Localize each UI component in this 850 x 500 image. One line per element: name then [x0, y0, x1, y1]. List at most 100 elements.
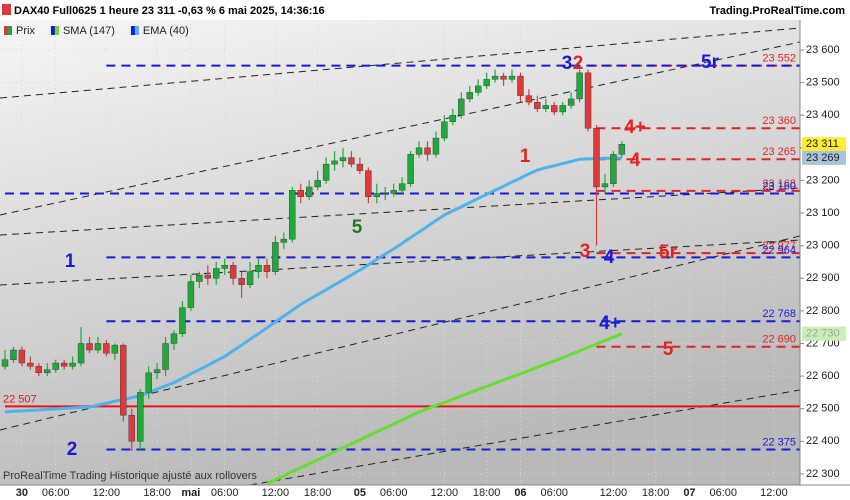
- annotation: 4+: [599, 313, 621, 334]
- candle-body: [60, 362, 68, 367]
- ma-line: [4, 156, 622, 414]
- candle-body: [525, 95, 533, 103]
- annotation: 5: [663, 339, 674, 360]
- plot-area: [0, 20, 800, 485]
- candle-body: [508, 75, 516, 80]
- trend-line: [249, 389, 800, 485]
- candle-body: [153, 369, 161, 374]
- candle-body: [314, 180, 321, 188]
- level-label: 22 768: [762, 308, 796, 320]
- candle-body: [289, 190, 296, 240]
- annotation: 4: [630, 150, 641, 171]
- candle-body: [551, 105, 558, 113]
- x-tick-label: 18:00: [143, 487, 171, 499]
- header-icon: [2, 4, 11, 15]
- legend-label: EMA (40): [143, 25, 189, 37]
- legend-label: SMA (147): [63, 25, 115, 37]
- x-tick-label: 06:00: [380, 487, 408, 499]
- candle-body: [44, 369, 51, 374]
- candle-body: [382, 193, 389, 195]
- candle-body: [331, 160, 338, 165]
- candle-body: [618, 144, 626, 155]
- trend-line: [0, 187, 800, 236]
- y-tick-label: 22 400: [806, 435, 840, 447]
- x-tick-label: 06:00: [540, 487, 568, 499]
- level-label: 22 507: [3, 393, 37, 405]
- x-tick-label: 07: [683, 487, 695, 499]
- x-tick-label: 12:00: [600, 487, 628, 499]
- level-label: 23 160: [762, 180, 796, 192]
- candle-body: [136, 392, 144, 442]
- x-tick-label: 05: [354, 487, 366, 499]
- x-tick-label: 12:00: [262, 487, 290, 499]
- candle-body: [356, 163, 364, 171]
- x-tick-label: 12:00: [760, 487, 788, 499]
- candle-body: [390, 190, 397, 194]
- header-site: Trading.ProRealTime.com: [709, 5, 845, 17]
- candle-body: [449, 115, 457, 122]
- ma-line: [266, 332, 623, 485]
- price-tag: [802, 150, 846, 165]
- header-title: DAX40 Full0625 1 heure 23 311 -0,63 % 6 …: [14, 5, 325, 17]
- candle-body: [246, 271, 254, 285]
- candle-body: [120, 344, 127, 416]
- trend-line: [0, 27, 800, 99]
- candle-body: [1, 359, 9, 367]
- candle-body: [86, 343, 93, 351]
- candle-body: [441, 121, 448, 139]
- level-label: 22 375: [762, 436, 796, 448]
- candle-body: [77, 343, 85, 364]
- candle-body: [601, 183, 609, 188]
- candle-body: [407, 154, 414, 184]
- y-tick-label: 23 200: [806, 174, 840, 186]
- candle-body: [103, 343, 110, 354]
- candle-body: [432, 137, 440, 155]
- candle-body: [196, 274, 203, 282]
- y-tick-label: 22 600: [806, 370, 840, 382]
- x-tick-label: 18:00: [473, 487, 501, 499]
- candle-body: [576, 72, 583, 100]
- candle-body: [517, 75, 524, 96]
- candle-body: [567, 98, 575, 106]
- axis-area: [800, 20, 850, 485]
- candle-body: [306, 186, 313, 197]
- candle-body: [610, 154, 617, 184]
- trend-line: [0, 41, 800, 216]
- candle-body: [365, 170, 372, 197]
- legend-label: Prix: [16, 25, 35, 37]
- candle-body: [221, 265, 228, 269]
- candle-body: [415, 147, 423, 155]
- x-tick-label: 06:00: [709, 487, 737, 499]
- annotation: 1: [520, 146, 531, 167]
- candle-body: [213, 268, 220, 279]
- y-tick-label: 23 500: [806, 77, 840, 89]
- level-label: 22 964: [762, 244, 796, 256]
- x-tick-label: 18:00: [304, 487, 332, 499]
- level-label: 23 552: [762, 53, 796, 65]
- plot: [0, 20, 800, 485]
- candle-body: [339, 157, 347, 162]
- trend-line: [0, 239, 800, 286]
- x-tick-label: 12:00: [431, 487, 459, 499]
- candle-body: [229, 265, 237, 279]
- annotation: 5: [352, 217, 363, 238]
- annotation: 4+: [624, 117, 646, 138]
- candle-body: [542, 105, 549, 109]
- candle-body: [475, 85, 482, 93]
- annotation: 4: [604, 247, 615, 268]
- candle-body: [458, 98, 465, 116]
- candle-body: [179, 307, 186, 334]
- candle-body: [128, 415, 135, 442]
- legend-swatch: [50, 26, 55, 35]
- annotation: 1: [65, 251, 76, 272]
- candle-body: [272, 242, 279, 272]
- candle-body: [297, 190, 304, 197]
- candle-body: [263, 265, 271, 272]
- y-tick-label: 22 300: [806, 468, 840, 480]
- price-tag-label: 23 269: [806, 152, 840, 164]
- candle-body: [483, 79, 490, 87]
- level-label: 23 265: [762, 146, 796, 158]
- candle-body: [322, 163, 330, 181]
- x-tick-label: 06:00: [211, 487, 239, 499]
